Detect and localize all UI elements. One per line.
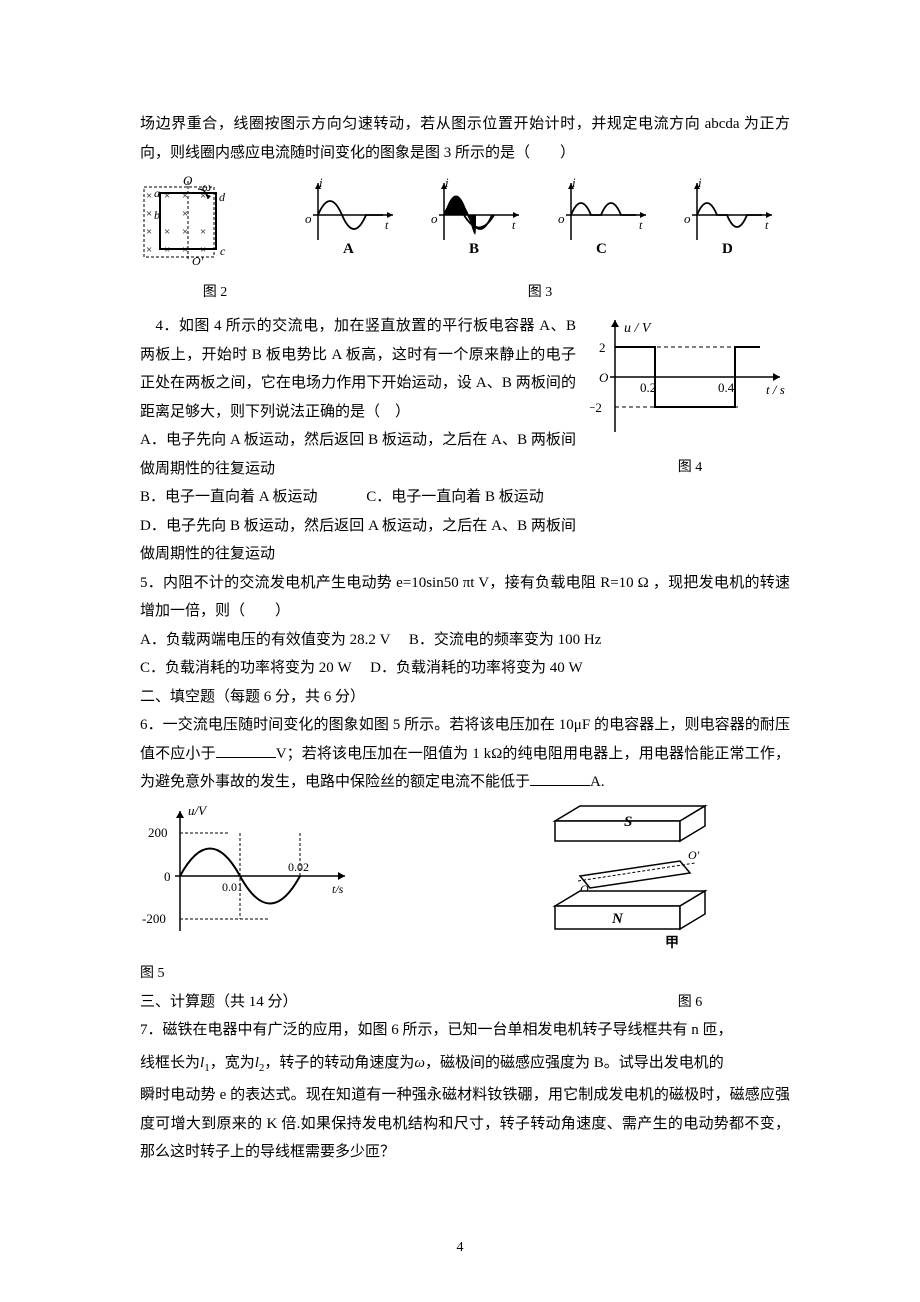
q5-optAB: A．负载两端电压的有效值变为 28.2 V B．交流电的频率变为 100 Hz [140, 626, 790, 655]
svg-text:A: A [343, 241, 354, 255]
svg-text:×: × [146, 244, 152, 256]
fig2-caption: 图 2 [140, 280, 290, 307]
fig2-a: a [154, 186, 160, 200]
svg-text:×: × [182, 190, 188, 202]
svg-text:×: × [182, 208, 188, 220]
fig3-A: i o t A [293, 175, 403, 255]
svg-text:u/V: u/V [188, 803, 208, 818]
q7-e: ，磁极间的磁感应强度为 B。试导出发电机的 [425, 1055, 724, 1071]
svg-text:×: × [164, 190, 170, 202]
svg-text:×: × [182, 226, 188, 238]
q6-stem: 6．一交流电压随时间变化的图象如图 5 所示。若将该电压加在 10μF 的电容器… [140, 711, 790, 797]
section-3-title: 三、计算题（共 14 分） [140, 988, 590, 1017]
q6-stem-c: A. [590, 774, 605, 790]
q7-line1: 7．磁铁在电器中有广泛的应用，如图 6 所示，已知一台单相发电机转子导线框共有 … [140, 1016, 790, 1045]
svg-text:t / s: t / s [766, 382, 785, 397]
q7-line2: 线框长为l1，宽为l2，转子的转动角速度为ω，磁极间的磁感应强度为 B。试导出发… [140, 1045, 790, 1081]
svg-text:0.02: 0.02 [288, 860, 309, 874]
svg-text:t: t [639, 218, 643, 232]
svg-text:i: i [319, 175, 323, 190]
q7-d: ，转子的转动角速度为 [264, 1055, 414, 1071]
fig3-B: i o t B [419, 175, 529, 255]
fig3-D: i o t D [672, 175, 782, 255]
figure-2: ×××× ×× ×××× ×××× O a d [140, 175, 245, 278]
q7-b: 线框长为 [140, 1055, 200, 1071]
fig3-caption: 图 3 [290, 280, 790, 307]
fig2-Oprime: O′ [192, 254, 204, 267]
q5-optA: A．负载两端电压的有效值变为 28.2 V [140, 632, 390, 648]
q4-optD: D．电子先向 B 板运动，然后返回 A 板运动，之后在 A、B 两板间做周期性的… [140, 512, 576, 569]
svg-text:0.2: 0.2 [640, 380, 656, 395]
fig2-O: O [183, 175, 193, 188]
svg-text:O: O [599, 370, 609, 385]
svg-text:o: o [305, 211, 312, 226]
figure-6: S O O′ N 甲 [530, 801, 730, 962]
fig2-d: d [219, 190, 226, 204]
page-number: 4 [0, 1235, 920, 1262]
question-4: 4．如图 4 所示的交流电，加在竖直放置的平行板电容器 A、B 两板上，开始时 … [140, 312, 790, 569]
svg-text:C: C [596, 241, 607, 255]
svg-text:-200: -200 [142, 911, 166, 926]
svg-text:i: i [572, 175, 576, 190]
q5-optB: B．交流电的频率变为 100 Hz [409, 632, 602, 648]
q5-optD: D．负载消耗的功率将变为 40 W [370, 660, 583, 676]
svg-text:×: × [146, 208, 152, 220]
figure-4: u / V 2 O −2 0.2 0.4 t / s 图 4 [590, 312, 790, 481]
svg-text:−2: −2 [590, 400, 602, 415]
q7-c: ，宽为 [210, 1055, 255, 1071]
q4-optBC: B．电子一直向着 A 板运动 C．电子一直向着 B 板运动 [140, 483, 576, 512]
svg-text:t/s: t/s [332, 882, 344, 896]
svg-text:×: × [164, 226, 170, 238]
svg-text:×: × [146, 226, 152, 238]
fig2-omega: ω [202, 179, 211, 194]
svg-text:甲: 甲 [665, 935, 679, 951]
fig3-C: i o t C [546, 175, 656, 255]
svg-text:×: × [146, 190, 152, 202]
q7-omega: ω [414, 1055, 425, 1071]
svg-text:×: × [200, 226, 206, 238]
svg-text:200: 200 [148, 825, 168, 840]
svg-text:O′: O′ [688, 848, 700, 862]
q4-optC: C．电子一直向着 B 板运动 [366, 489, 544, 505]
q5-optC: C．负载消耗的功率将变为 20 W [140, 660, 351, 676]
q7-line3: 瞬时电动势 e 的表达式。现在知道有一种强永磁材料钕铁硼，用它制成发电机的磁极时… [140, 1081, 790, 1167]
svg-text:B: B [469, 241, 479, 255]
q6-blank-2 [530, 770, 590, 786]
section-2-title: 二、填空题（每题 6 分，共 6 分） [140, 683, 790, 712]
q5-optCD: C．负载消耗的功率将变为 20 W D．负载消耗的功率将变为 40 W [140, 654, 790, 683]
fig2-c: c [220, 244, 226, 258]
svg-text:t: t [512, 218, 516, 232]
q4-stem: 4．如图 4 所示的交流电，加在竖直放置的平行板电容器 A、B 两板上，开始时 … [140, 312, 576, 426]
figure-3: i o t A i o t B [285, 175, 790, 255]
svg-text:o: o [558, 211, 565, 226]
svg-text:t: t [385, 218, 389, 232]
fig2-b: b [154, 208, 160, 222]
fig5-caption: 图 5 [140, 961, 790, 988]
caption-row-2-3: 图 2 图 3 [140, 280, 790, 307]
svg-text:2: 2 [599, 340, 606, 355]
svg-text:0.01: 0.01 [222, 880, 243, 894]
svg-text:0: 0 [164, 869, 171, 884]
q4-optA: A．电子先向 A 板运动，然后返回 B 板运动，之后在 A、B 两板间做周期性的… [140, 426, 576, 483]
figure-5: u/V 200 0 -200 0.01 0.02 t/s [140, 801, 370, 952]
fig6-caption: 图 6 [590, 990, 790, 1017]
svg-text:t: t [765, 218, 769, 232]
svg-text:i: i [698, 175, 702, 190]
q4-optB: B．电子一直向着 A 板运动 [140, 489, 318, 505]
intro-text: 场边界重合，线圈按图示方向匀速转动，若从图示位置开始计时，并规定电流方向 abc… [140, 110, 790, 167]
figure-row-5-6: u/V 200 0 -200 0.01 0.02 t/s S O O′ [140, 801, 790, 962]
svg-text:u / V: u / V [624, 321, 652, 336]
fig4-caption: 图 4 [590, 455, 790, 482]
svg-text:S: S [624, 814, 632, 830]
svg-text:o: o [431, 211, 438, 226]
q6-blank-1 [216, 742, 276, 758]
svg-text:N: N [611, 911, 624, 927]
figure-row-2-3: ×××× ×× ×××× ×××× O a d [140, 175, 790, 278]
svg-text:D: D [722, 241, 733, 255]
svg-text:o: o [684, 211, 691, 226]
q5-stem: 5．内阻不计的交流发电机产生电动势 e=10sin50 πt V，接有负载电阻 … [140, 569, 790, 626]
svg-text:0.4: 0.4 [718, 380, 735, 395]
svg-text:i: i [445, 175, 449, 190]
